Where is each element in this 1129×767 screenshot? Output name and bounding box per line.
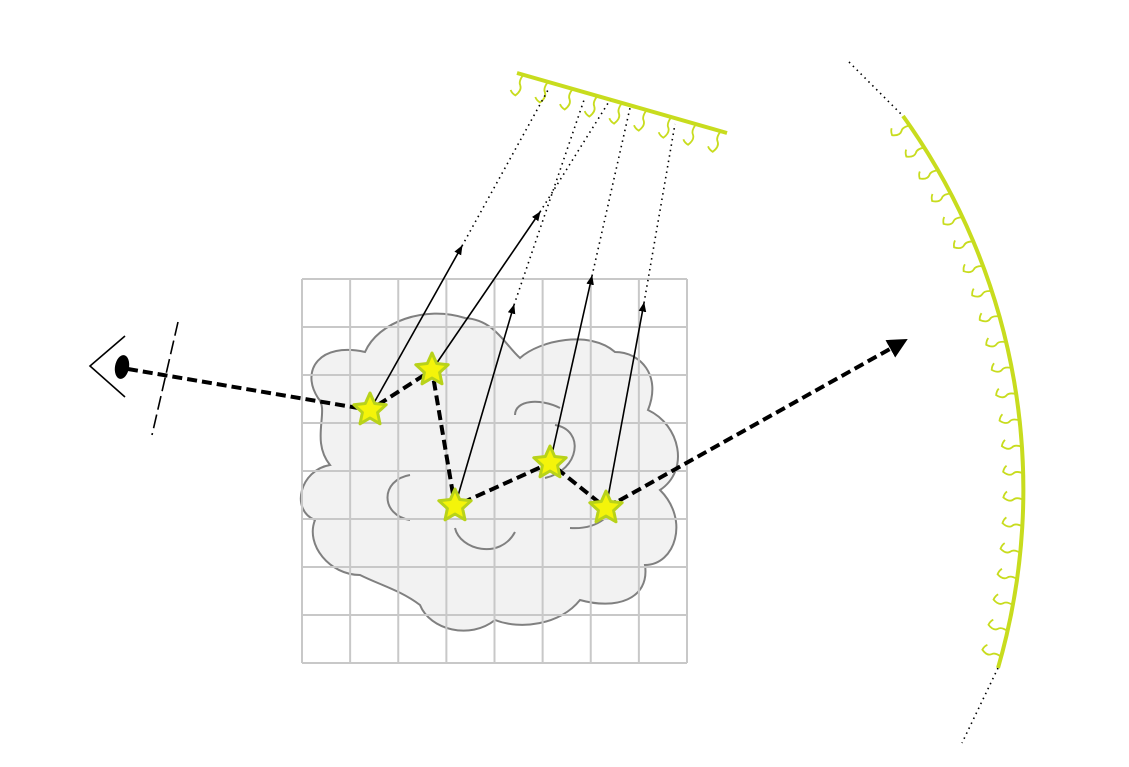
area-light — [509, 71, 728, 153]
environment-light-surface — [901, 114, 1026, 669]
shadow-ray — [431, 211, 541, 371]
scatter-event-star — [414, 351, 450, 386]
emission-squiggle — [1000, 439, 1023, 450]
emission-squiggle — [987, 618, 1009, 632]
emission-squiggle — [999, 542, 1021, 554]
cloud-curl — [386, 474, 411, 521]
eye-icon — [88, 335, 126, 398]
emission-squiggle — [904, 146, 925, 158]
emission-squiggle — [890, 124, 910, 137]
emission-squiggle — [998, 413, 1020, 424]
escaping-ray — [605, 338, 908, 510]
emission-squiggle — [1002, 490, 1024, 502]
emission-squiggle — [509, 74, 525, 97]
emission-squiggle — [608, 102, 623, 125]
shadow-ray-to-light — [461, 89, 549, 247]
emission-squiggle — [633, 109, 648, 132]
eye-pupil — [114, 355, 130, 379]
emission-squiggle — [583, 95, 599, 118]
camera — [88, 321, 179, 436]
scatter-event-star — [352, 391, 388, 426]
environment-light-extent — [961, 667, 999, 744]
scatter-event-star — [532, 444, 568, 479]
cloud-curl — [454, 527, 516, 551]
emission-squiggle — [981, 643, 1002, 658]
environment-light-extent — [848, 61, 904, 117]
shadow-ray-to-light — [513, 99, 585, 306]
image-plane — [151, 321, 179, 436]
emission-squiggle — [682, 123, 697, 146]
emission-squiggle — [995, 388, 1017, 399]
emission-squiggle — [978, 312, 1000, 323]
emission-squiggle — [962, 263, 984, 274]
emission-squiggle — [534, 81, 549, 104]
cloud-medium — [299, 312, 679, 632]
emission-squiggle — [1002, 465, 1024, 476]
cloud-outline — [299, 312, 679, 632]
shadow-ray-to-light — [539, 99, 611, 213]
emission-squiggle — [559, 88, 574, 111]
scatter-events — [352, 351, 624, 524]
shadow-ray-to-light — [643, 123, 676, 304]
cloud-curl — [514, 400, 561, 416]
area-light-emission — [509, 74, 722, 153]
shadow-rays — [369, 89, 676, 509]
emission-squiggle — [930, 192, 951, 203]
emission-squiggle — [990, 362, 1012, 373]
emission-squiggle — [942, 216, 963, 226]
emission-squiggle — [985, 337, 1007, 348]
voxel-grid — [301, 278, 688, 664]
emission-squiggle — [707, 130, 722, 153]
emission-squiggle — [971, 288, 992, 298]
shadow-ray — [605, 302, 647, 509]
environment-light — [848, 61, 1026, 744]
shadow-ray — [369, 245, 463, 411]
emission-squiggle — [1001, 516, 1023, 528]
shadow-ray-to-light — [591, 107, 631, 277]
shadow-ray — [454, 304, 516, 507]
scatter-event-star — [588, 489, 624, 524]
emission-squiggle — [657, 116, 673, 139]
emission-squiggle — [992, 593, 1014, 606]
emission-squiggle — [953, 239, 974, 250]
emission-squiggle — [918, 169, 939, 180]
scatter-event-star — [437, 487, 473, 522]
emission-squiggle — [996, 568, 1018, 580]
shadow-ray — [549, 275, 594, 464]
environment-light-emission — [890, 124, 1024, 658]
